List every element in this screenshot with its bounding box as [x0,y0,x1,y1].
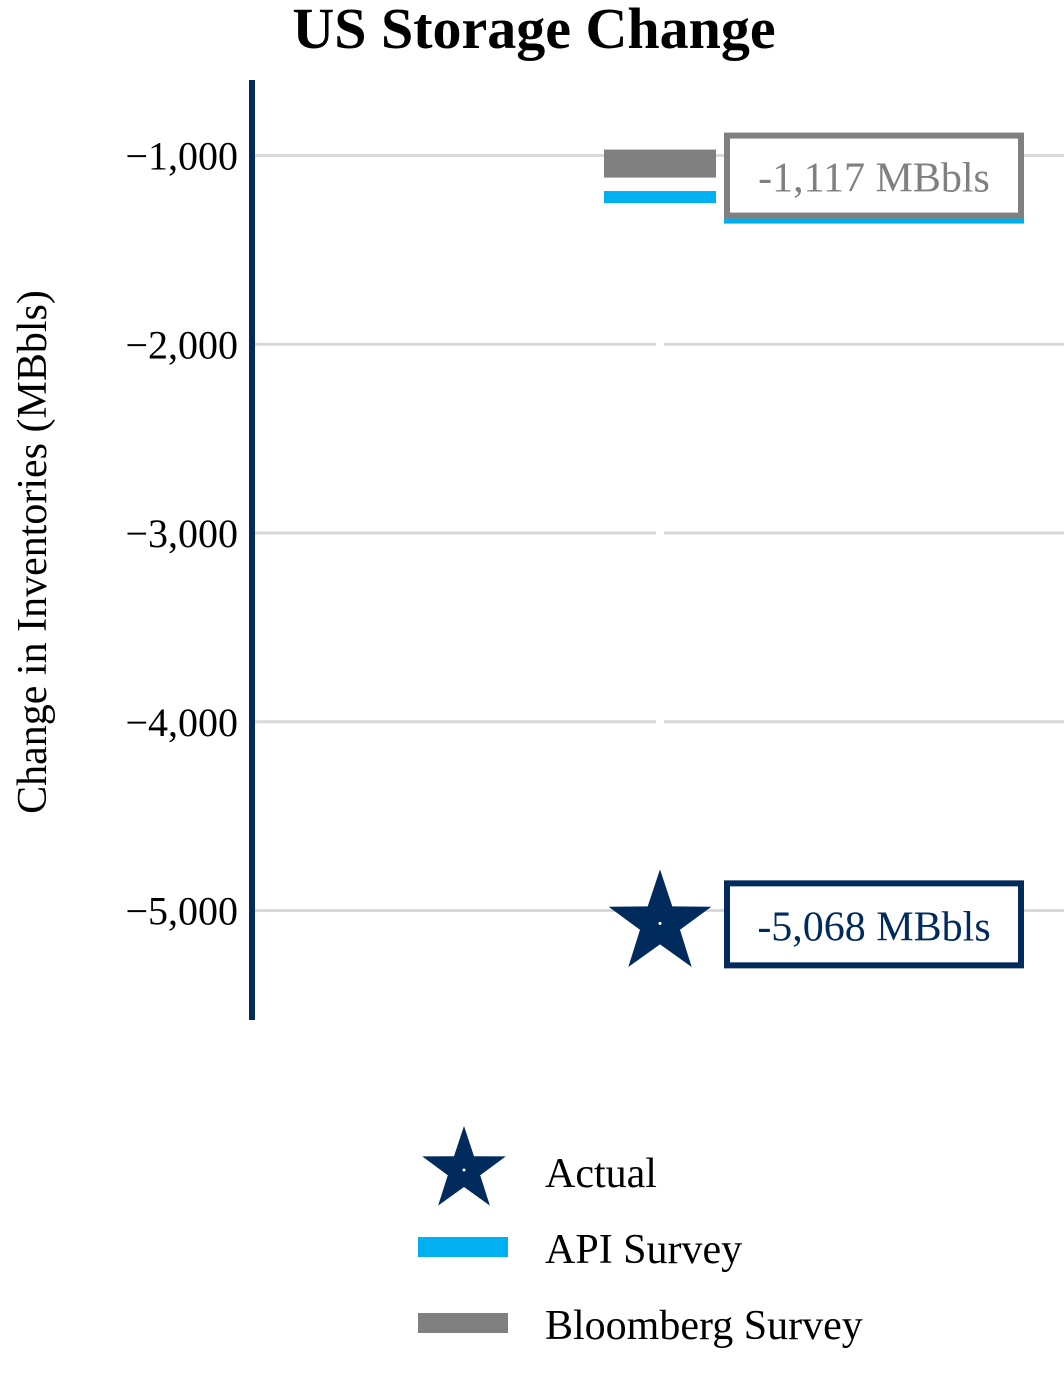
y-tick-label: −2,000 [125,322,238,367]
legend-star-icon [422,1126,506,1206]
actual-callout-label: -5,068 MBbls [757,904,990,950]
legend-label: Actual [545,1151,657,1197]
actual-star-center [658,921,662,925]
legend-item-api[interactable]: API Survey [418,1227,742,1273]
legend-item-bloomberg[interactable]: Bloomberg Survey [418,1303,863,1349]
legend-label: Bloomberg Survey [545,1303,863,1349]
legend-label: API Survey [545,1227,742,1273]
chart-title: US Storage Change [292,0,775,61]
actual-star-mark [608,869,712,967]
value-callouts: -1,117 MBbls -5,068 MBbls [724,132,1024,969]
bloomberg-callout-label: -1,117 MBbls [758,156,990,202]
y-axis-title: Change in Inventories (MBbls) [10,290,56,814]
y-tick-label: −1,000 [125,134,238,179]
api-survey-mark [604,191,716,204]
y-tick-label: −4,000 [125,700,238,745]
legend-item-actual[interactable]: Actual [422,1126,657,1206]
y-tick-label: −5,000 [125,889,238,934]
bloomberg-callout-box [724,132,1024,219]
bloomberg-survey-mark [604,149,716,178]
data-marks [604,149,716,967]
y-tick-label: −3,000 [125,511,238,556]
y-tick-labels: −1,000 −2,000 −3,000 −4,000 −5,000 [125,134,238,934]
gridlines [252,153,1064,914]
actual-callout-box [724,880,1024,969]
legend-swatch [418,1313,508,1333]
api-callout-underline [724,215,1024,224]
legend-star-center [462,1168,466,1172]
legend-swatch [418,1237,508,1257]
legend[interactable]: Actual API Survey Bloomberg Survey [418,1126,863,1349]
